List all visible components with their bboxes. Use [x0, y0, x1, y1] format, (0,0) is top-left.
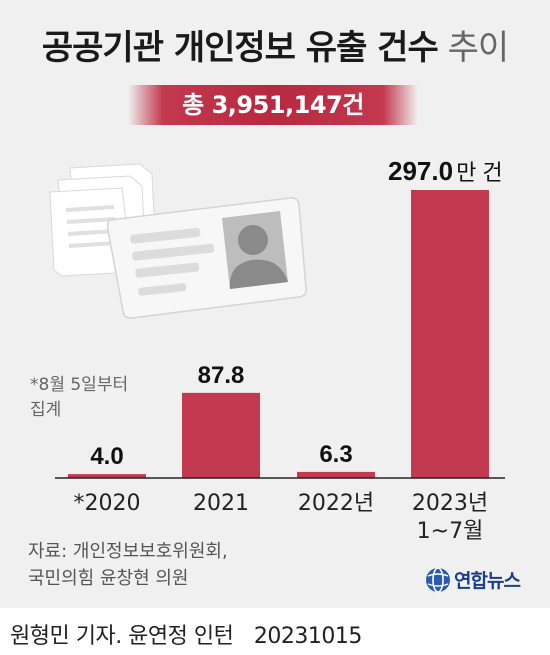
credit-date: 20231015 [253, 624, 362, 649]
category-label: 2023년 1~7월 [412, 491, 488, 544]
title-sub: 추이 [447, 28, 510, 68]
value-label: 297.0 만 건 [388, 156, 503, 186]
category-label: 2021 [193, 491, 249, 516]
bar [411, 190, 489, 478]
source: 자료: 개인정보보호위원회, 국민의힘 윤창현 의원 [28, 541, 228, 589]
value-label: 6.3 [319, 441, 352, 468]
value-label: 4.0 [90, 443, 123, 470]
title-main: 공공기관 개인정보 유출 건수 [41, 28, 439, 68]
bar [182, 392, 260, 478]
globe-logo-icon [426, 566, 450, 593]
logo-text: 연합뉴스 [454, 570, 521, 592]
id-card-documents-icon [49, 163, 307, 319]
bar [297, 471, 375, 478]
credit: 원형민 기자. 윤연정 인턴 20231015 [10, 618, 362, 650]
category-label: 2022년 [298, 491, 374, 516]
page-title: 공공기관 개인정보 유출 건수 추이 [0, 20, 550, 69]
note: *8월 5일부터 집계 [30, 375, 129, 420]
logo: 연합뉴스 [425, 566, 521, 593]
total-banner [128, 85, 418, 125]
bar-chart: 4.0 *2020 87.8 2021 6.3 2022년 297.0 만 건 2023년 1~7… [55, 156, 505, 544]
bar [68, 474, 146, 478]
credit-author: 원형민 기자. 윤연정 인턴 [10, 624, 234, 649]
chart-panel: 공공기관 개인정보 유출 건수 추이 총 3,951,147건 [0, 0, 550, 608]
category-label: *2020 [74, 491, 141, 516]
total-count: 총 3,951,147건 [182, 91, 364, 119]
value-label: 87.8 [198, 362, 245, 389]
